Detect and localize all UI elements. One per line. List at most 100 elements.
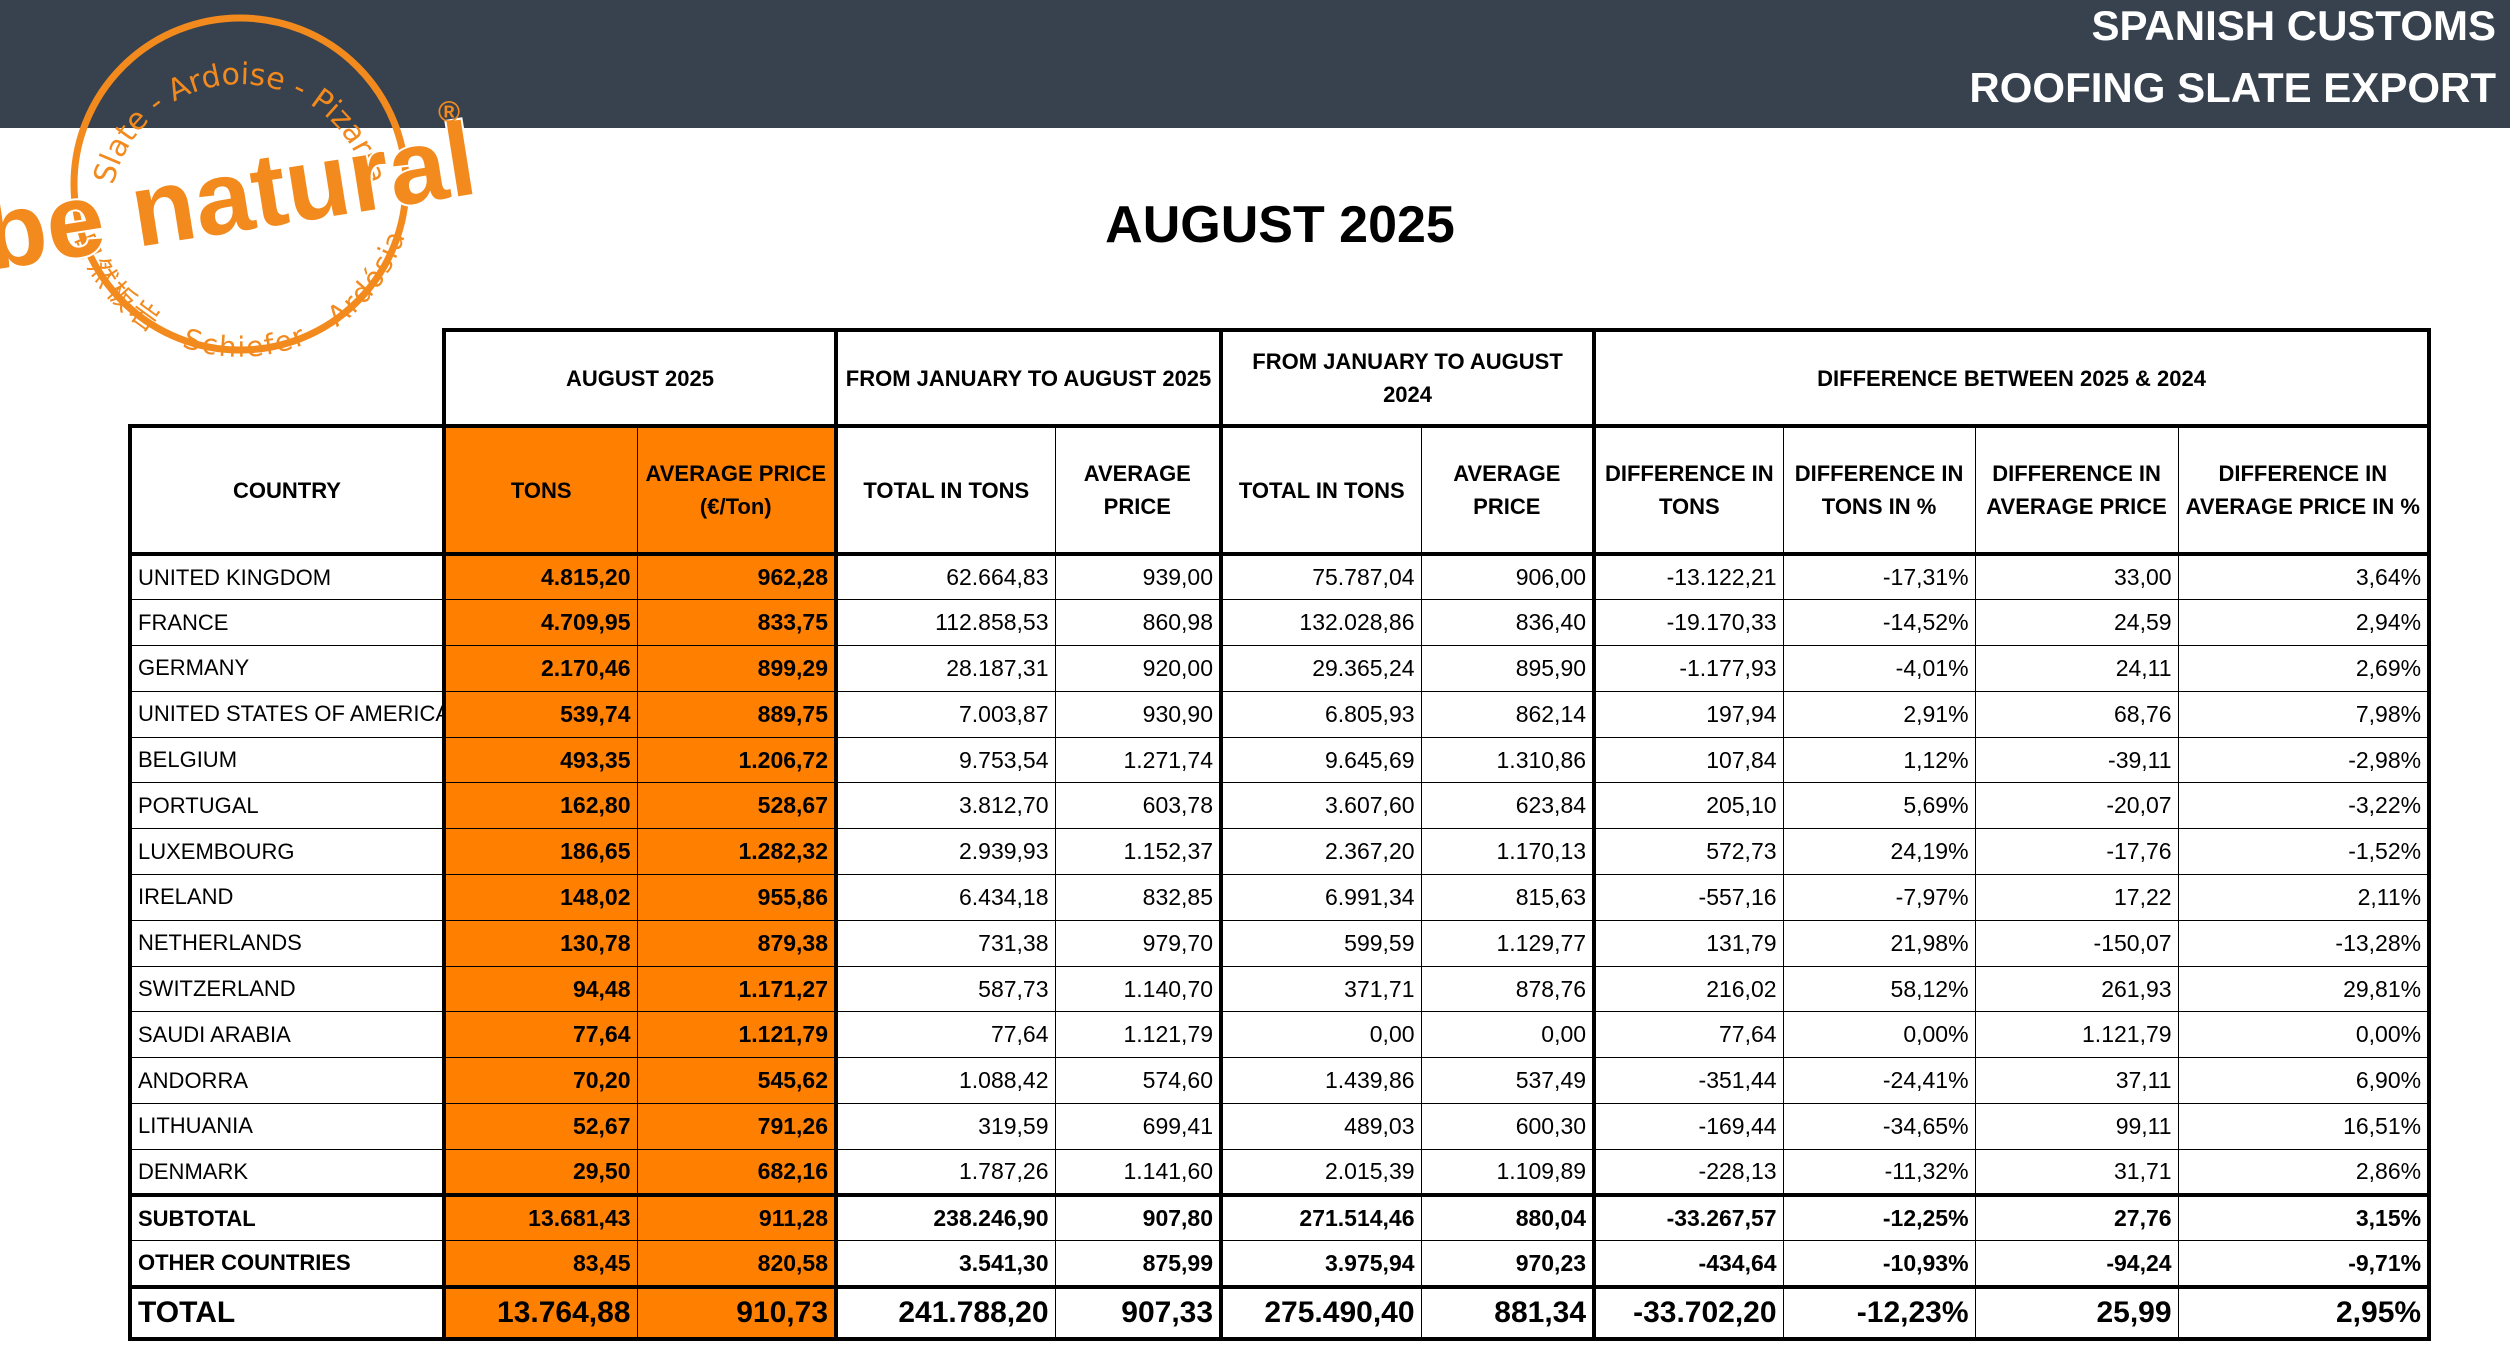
value-cell: 33,00 [1974,553,2179,601]
value-cell: 29,81% [2177,965,2432,1013]
value-cell: 77,64 [834,1011,1056,1059]
value-cell: 9.753,54 [834,736,1056,784]
data-row: BELGIUM 493,35 1.206,72 9.753,54 1.271,74 9.6… [128,736,2432,784]
value-cell: 94,48 [442,965,638,1013]
header-line: ROOFING SLATE EXPORT [1969,64,2496,111]
value-cell: 2,11% [2177,874,2432,921]
value-cell: 1.121,79 [636,1011,837,1059]
value-cell: 907,33 [1054,1284,1222,1341]
value-cell: -39,11 [1974,736,2179,784]
value-cell: 528,67 [636,782,837,830]
value-cell: 107,84 [1592,736,1784,784]
value-cell: 1.088,42 [834,1057,1056,1105]
data-row: FRANCE 4.709,95 833,75 112.858,53 860,98 132.… [128,599,2432,647]
value-cell: 3.607,60 [1219,782,1422,830]
value-cell: 895,90 [1420,645,1595,692]
value-cell: -33.267,57 [1592,1193,1784,1242]
value-cell: 1.121,79 [1974,1011,2179,1059]
value-cell: -9,71% [2177,1240,2432,1288]
data-row: ANDORRA 70,20 545,62 1.088,42 574,60 1.439,86… [128,1057,2432,1105]
value-cell: 2,94% [2177,599,2432,647]
value-cell: 4.815,20 [442,553,638,601]
value-cell: 186,65 [442,828,638,876]
value-cell: -13,28% [2177,919,2432,967]
value-cell: 24,11 [1974,645,2179,692]
value-cell: 275.490,40 [1219,1284,1422,1341]
value-cell: 574,60 [1054,1057,1222,1105]
value-cell: -33.702,20 [1592,1284,1784,1341]
value-cell: -94,24 [1974,1240,2179,1288]
value-cell: 791,26 [636,1103,837,1150]
value-cell: 3.812,70 [834,782,1056,830]
value-cell: 238.246,90 [834,1193,1056,1242]
value-cell: -1.177,93 [1592,645,1784,692]
value-cell: 37,11 [1974,1057,2179,1105]
column-header: AVERAGE PRICE [1420,424,1595,556]
value-cell: 2.367,20 [1219,828,1422,876]
column-header: TOTAL IN TONS [834,424,1056,556]
value-cell: 545,62 [636,1057,837,1105]
column-header: AVERAGE PRICE [1054,424,1222,556]
value-cell: 1.109,89 [1420,1148,1595,1196]
value-cell: 879,38 [636,919,837,967]
value-cell: 2,69% [2177,645,2432,692]
value-cell: -17,31% [1782,553,1976,601]
country-cell: IRELAND [128,874,445,921]
value-cell: 682,16 [636,1148,837,1196]
value-cell: 13.764,88 [442,1284,638,1341]
data-row: TOTAL 13.764,88 910,73 241.788,20 907,33 275.… [128,1284,2432,1341]
value-cell: 815,63 [1420,874,1595,921]
country-cell: ANDORRA [128,1057,445,1105]
value-cell: -24,41% [1782,1057,1976,1105]
value-cell: 930,90 [1054,690,1222,738]
value-cell: 899,29 [636,645,837,692]
country-cell: LITHUANIA [128,1103,445,1150]
value-cell: -14,52% [1782,599,1976,647]
value-cell: 623,84 [1420,782,1595,830]
value-cell: -169,44 [1592,1103,1784,1150]
value-cell: 1.271,74 [1054,736,1222,784]
data-row: IRELAND 148,02 955,86 6.434,18 832,85 6.991,3… [128,874,2432,921]
value-cell: 3,15% [2177,1193,2432,1242]
value-cell: 493,35 [442,736,638,784]
data-row: SAUDI ARABIA 77,64 1.121,79 77,64 1.121,79 0,… [128,1011,2432,1059]
data-row: SWITZERLAND 94,48 1.171,27 587,73 1.140,70 37… [128,965,2432,1013]
value-cell: 2,86% [2177,1148,2432,1196]
value-cell: 2,95% [2177,1284,2432,1341]
column-header: DIFFERENCE IN TONS IN % [1782,424,1976,556]
header-bar [0,0,2510,128]
group-header: FROM JANUARY TO AUGUST 2025 [834,328,1224,428]
value-cell: 1.170,13 [1420,828,1595,876]
group-header: FROM JANUARY TO AUGUST 2024 [1219,328,1597,428]
data-row: PORTUGAL 162,80 528,67 3.812,70 603,78 3.607,… [128,782,2432,830]
value-cell: -12,23% [1782,1284,1976,1341]
value-cell: 205,10 [1592,782,1784,830]
value-cell: 1.152,37 [1054,828,1222,876]
data-row: SUBTOTAL 13.681,43 911,28 238.246,90 907,80 2… [128,1193,2432,1242]
value-cell: 62.664,83 [834,553,1056,601]
value-cell: 1.439,86 [1219,1057,1422,1105]
value-cell: 197,94 [1592,690,1784,738]
value-cell: 6.434,18 [834,874,1056,921]
value-cell: 70,20 [442,1057,638,1105]
header-line: SPANISH CUSTOMS [2091,2,2497,49]
value-cell: 833,75 [636,599,837,647]
value-cell: 5,69% [1782,782,1976,830]
value-cell: -3,22% [2177,782,2432,830]
value-cell: 6,90% [2177,1057,2432,1105]
value-cell: 3,64% [2177,553,2432,601]
value-cell: 148,02 [442,874,638,921]
value-cell: 699,41 [1054,1103,1222,1150]
value-cell: 83,45 [442,1240,638,1288]
value-cell: 979,70 [1054,919,1222,967]
value-cell: 2,91% [1782,690,1976,738]
data-row: UNITED KINGDOM 4.815,20 962,28 62.664,83 939… [128,553,2432,601]
column-header: AVERAGE PRICE (€/Ton) [636,424,837,556]
value-cell: 68,76 [1974,690,2179,738]
value-cell: 587,73 [834,965,1056,1013]
value-cell: 6.991,34 [1219,874,1422,921]
logo: Slate - Ardoise - Pizarra 自然板岩 - Schiefe… [0,14,480,364]
value-cell: 7,98% [2177,690,2432,738]
value-cell: 2.939,93 [834,828,1056,876]
value-cell: 162,80 [442,782,638,830]
